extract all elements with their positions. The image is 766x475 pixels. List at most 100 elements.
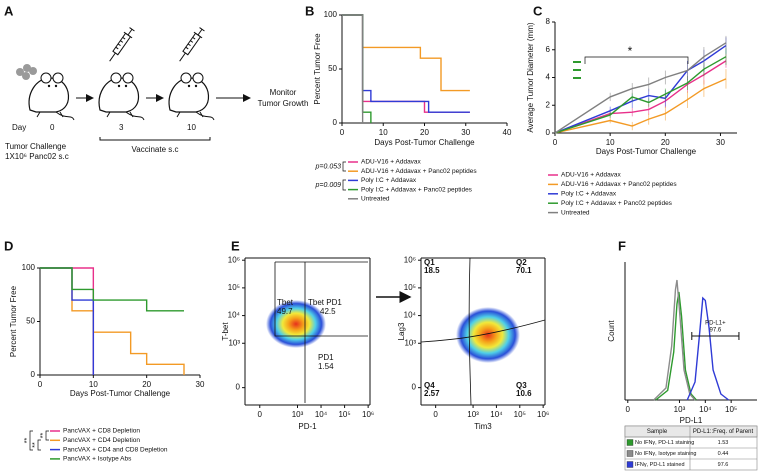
p-value: p=0.053 bbox=[315, 163, 342, 170]
p-value: p=0.009 bbox=[315, 182, 342, 189]
series-line bbox=[342, 14, 470, 113]
gate-value: 97.6 bbox=[710, 328, 722, 334]
gate-value: 1.54 bbox=[318, 362, 334, 371]
x-tick-label: 10³ bbox=[467, 410, 479, 419]
y-tick-label: 10⁶ bbox=[228, 255, 240, 264]
bracket bbox=[45, 430, 49, 441]
quadrant-value: 10.6 bbox=[516, 389, 532, 398]
x-tick-label: 10⁴ bbox=[315, 410, 328, 419]
x-axis-label: PD-1 bbox=[298, 422, 317, 431]
significance: ** bbox=[24, 438, 31, 444]
y-tick-label: 10³ bbox=[404, 338, 416, 347]
table-cell: IFNγ, PD-L1 stained bbox=[635, 462, 685, 468]
y-tick-label: 50 bbox=[26, 317, 35, 326]
y-tick-label: 6 bbox=[546, 45, 551, 54]
y-tick-label: 10⁵ bbox=[404, 283, 416, 292]
gate-label: Tbet PD1 bbox=[308, 298, 342, 307]
y-axis-label: Average Tumor Diameter (mm) bbox=[526, 22, 535, 132]
x-tick-label: 20 bbox=[420, 128, 429, 137]
table-cell: No IFNγ, PD-L1 staining bbox=[635, 440, 694, 446]
legend-label: Untreated bbox=[561, 209, 590, 216]
quadrant-label: Q1 bbox=[424, 258, 435, 267]
x-tick-label: 10⁴ bbox=[490, 410, 503, 419]
series-line bbox=[40, 267, 185, 375]
series-line bbox=[40, 267, 95, 375]
y-tick-label: 0 bbox=[546, 128, 551, 137]
y-tick-label: 4 bbox=[546, 73, 551, 82]
table-header: PD-L1::Freq. of Parent bbox=[693, 429, 754, 435]
day: 0 bbox=[50, 123, 55, 132]
legend-label: PancVAX + CD4 and CD8 Depletion bbox=[63, 446, 168, 453]
gate-label: PD-L1+ bbox=[705, 321, 726, 327]
y-tick-label: 10⁴ bbox=[228, 311, 241, 320]
y-tick-label: 0 bbox=[236, 383, 241, 392]
legend-label: ADU-V16 + Addavax bbox=[561, 172, 622, 179]
quadrant-value: 70.1 bbox=[516, 266, 532, 275]
gate-label: PD1 bbox=[318, 353, 334, 362]
panel-label: B bbox=[305, 3, 314, 18]
y-tick-label: 8 bbox=[546, 17, 551, 26]
x-axis-label: Days Post-Tumor Challenge bbox=[70, 389, 171, 398]
y-tick-label: 0 bbox=[333, 118, 338, 127]
legend-label: PancVAX + CD8 Depletion bbox=[63, 428, 140, 435]
legend-label: Poly I:C + Addavax bbox=[361, 177, 417, 184]
x-tick-label: 10⁵ bbox=[338, 410, 350, 419]
panel-label: C bbox=[533, 3, 543, 18]
vaccinate: Vaccinate s.c bbox=[132, 145, 179, 154]
x-tick-label: 10⁴ bbox=[699, 405, 712, 414]
table-cell: No IFNγ, Isotype staining bbox=[635, 451, 696, 457]
legend-label: ADU-V16 + Addavax + Panc02 peptides bbox=[361, 168, 477, 175]
x-axis-label: Days Post-Tumor Challenge bbox=[374, 138, 475, 147]
challenge: Tumor Challenge bbox=[5, 142, 67, 151]
series-line bbox=[554, 60, 727, 134]
y-axis-label: T-bet bbox=[221, 322, 230, 341]
series-line bbox=[554, 78, 727, 134]
x-tick-label: 10⁵ bbox=[725, 405, 737, 414]
legend-label: Untreated bbox=[361, 196, 390, 203]
series-line bbox=[342, 14, 470, 113]
series-line bbox=[554, 56, 727, 134]
quadrant-label: Q4 bbox=[424, 381, 435, 390]
series-line bbox=[40, 267, 184, 312]
x-tick-label: 0 bbox=[553, 138, 558, 147]
quadrant-label: Q2 bbox=[516, 258, 527, 267]
significance: * bbox=[628, 44, 633, 58]
x-tick-label: 10 bbox=[606, 138, 615, 147]
series-line bbox=[554, 42, 727, 134]
x-tick-label: 40 bbox=[503, 128, 512, 137]
y-tick-label: 100 bbox=[22, 263, 36, 272]
x-tick-label: 10⁶ bbox=[537, 410, 549, 419]
x-tick-label: 0 bbox=[340, 128, 345, 137]
legend-label: PancVAX + CD4 Depletion bbox=[63, 437, 140, 444]
x-tick-label: 10³ bbox=[674, 405, 686, 414]
table-cell: 97.6 bbox=[718, 462, 729, 468]
x-tick-label: 0 bbox=[258, 410, 263, 419]
x-tick-label: 0 bbox=[433, 410, 438, 419]
x-tick-label: 0 bbox=[626, 405, 631, 414]
gate bbox=[274, 261, 368, 403]
x-tick-label: 30 bbox=[716, 138, 725, 147]
day-label: Day bbox=[12, 123, 26, 132]
y-tick-label: 10⁵ bbox=[228, 283, 240, 292]
legend-label: Poly I:C + Addavax + Panc02 peptides bbox=[561, 200, 673, 207]
series-line bbox=[342, 14, 470, 92]
y-axis-label: Percent Tumor Free bbox=[313, 33, 322, 105]
series-line bbox=[554, 45, 727, 134]
legend-label: ADU-V16 + Addavax bbox=[361, 159, 422, 166]
bracket bbox=[342, 161, 346, 172]
row-swatch bbox=[626, 439, 634, 446]
bracket bbox=[342, 179, 346, 191]
table-cell: 0.44 bbox=[718, 451, 729, 457]
gate-value: 49.7 bbox=[277, 307, 293, 316]
bracket bbox=[37, 439, 41, 451]
gate-label: Tbet bbox=[277, 298, 294, 307]
series-line bbox=[342, 14, 372, 123]
day: 10 bbox=[187, 123, 196, 132]
y-tick-label: 100 bbox=[324, 10, 338, 19]
monitor: Tumor Growth bbox=[258, 99, 309, 108]
y-tick-label: 10⁴ bbox=[404, 311, 417, 320]
panel-label: E bbox=[231, 238, 240, 253]
legend-label: Poly I:C + Addavax bbox=[561, 191, 617, 198]
